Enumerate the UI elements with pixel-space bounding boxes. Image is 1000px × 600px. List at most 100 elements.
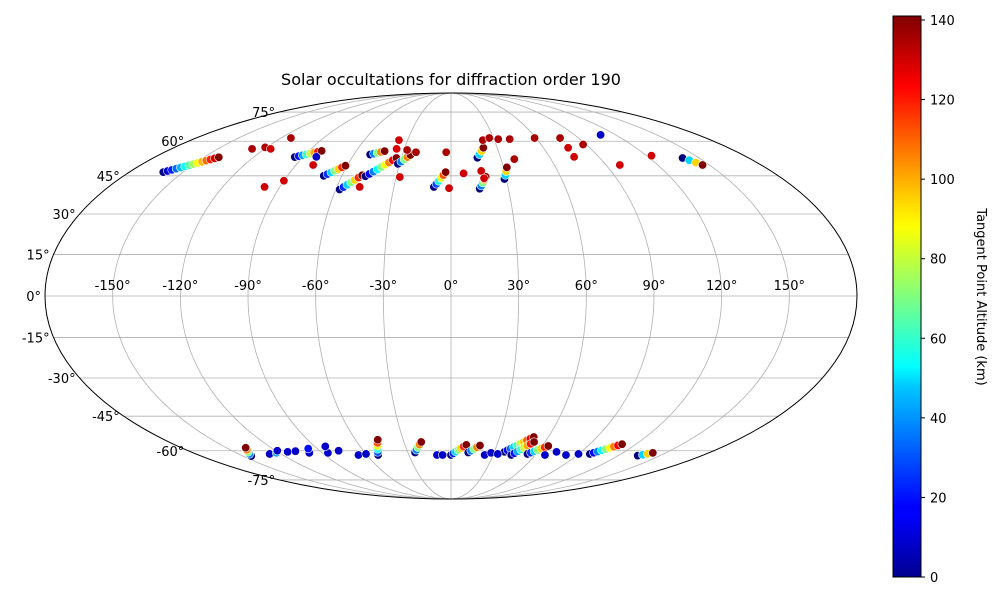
data-point bbox=[552, 447, 562, 457]
data-point bbox=[283, 447, 293, 457]
data-point bbox=[698, 160, 708, 170]
gridline-lon bbox=[112, 92, 452, 500]
data-point bbox=[563, 143, 573, 153]
data-point bbox=[505, 134, 515, 144]
gridline-lon bbox=[450, 92, 790, 500]
data-point bbox=[459, 168, 469, 178]
lon-tick-label: 90° bbox=[642, 279, 665, 294]
data-point bbox=[530, 133, 540, 143]
data-point bbox=[444, 183, 454, 193]
data-point bbox=[416, 437, 426, 447]
data-point bbox=[615, 160, 625, 170]
data-point bbox=[214, 152, 224, 162]
lat-tick-label: 75° bbox=[252, 106, 275, 121]
data-point bbox=[493, 134, 503, 144]
data-point bbox=[441, 167, 451, 177]
axis-labels: 75° 60° 45° 30° 15° 0° -15° -30° -45° -60° -75° -15… bbox=[22, 106, 805, 489]
graticule bbox=[45, 92, 857, 500]
data-point bbox=[394, 135, 404, 145]
colorbar-tick-label: 0 bbox=[930, 571, 938, 586]
gridline-lon bbox=[247, 92, 452, 500]
gridline-lon bbox=[450, 92, 723, 500]
data-point bbox=[320, 441, 330, 451]
data-point bbox=[286, 133, 296, 143]
data-point bbox=[392, 144, 402, 154]
data-point bbox=[303, 444, 313, 454]
lon-tick-label: -150° bbox=[95, 279, 131, 294]
chart-title: Solar occultations for diffraction order… bbox=[281, 70, 621, 89]
data-point bbox=[648, 448, 658, 458]
colorbar-ticks: 0 20 40 60 80 100 120 140 bbox=[921, 14, 955, 586]
lon-tick-label: 150° bbox=[774, 279, 805, 294]
data-point bbox=[540, 450, 550, 460]
data-point bbox=[569, 152, 579, 162]
lon-tick-label: 0° bbox=[444, 279, 459, 294]
data-point bbox=[475, 441, 485, 451]
lat-tick-label: -75° bbox=[247, 474, 275, 489]
map-outline bbox=[44, 92, 858, 500]
lon-tick-label: -30° bbox=[369, 279, 397, 294]
data-point bbox=[355, 182, 365, 192]
data-point bbox=[479, 173, 489, 183]
data-point bbox=[573, 449, 583, 459]
colorbar-label: Tangent Point Altitude (km) bbox=[973, 207, 988, 385]
lat-tick-label: -15° bbox=[22, 332, 50, 347]
colorbar: 0 20 40 60 80 100 120 140 Tangent Point Altitud… bbox=[892, 14, 988, 586]
lat-tick-label: 60° bbox=[161, 135, 184, 150]
lat-tick-label: -30° bbox=[48, 372, 76, 387]
data-point bbox=[509, 154, 519, 164]
colorbar-tick-label: 20 bbox=[930, 491, 947, 506]
data-point bbox=[373, 435, 383, 445]
data-point bbox=[441, 147, 451, 157]
lat-tick-label: 45° bbox=[97, 170, 120, 185]
colorbar-tick-label: 60 bbox=[930, 332, 947, 347]
data-point bbox=[411, 147, 421, 157]
lat-tick-label: 0° bbox=[26, 290, 41, 305]
lon-tick-label: 30° bbox=[507, 279, 530, 294]
data-point bbox=[308, 160, 318, 170]
data-point bbox=[478, 143, 488, 153]
data-point bbox=[402, 145, 412, 155]
data-point bbox=[578, 139, 588, 149]
colorbar-tick-label: 140 bbox=[930, 14, 955, 29]
data-point bbox=[529, 437, 539, 447]
colorbar-gradient bbox=[893, 16, 921, 577]
data-point bbox=[493, 449, 503, 459]
lat-tick-label: 30° bbox=[53, 208, 76, 223]
data-point bbox=[290, 446, 300, 456]
colorbar-tick-label: 120 bbox=[930, 94, 955, 109]
lat-tick-label: 15° bbox=[27, 248, 50, 263]
lat-tick-label: -60° bbox=[157, 445, 185, 460]
data-point bbox=[334, 446, 344, 456]
data-points bbox=[158, 130, 708, 461]
data-point bbox=[311, 152, 321, 162]
lat-tick-label: -45° bbox=[92, 410, 120, 425]
data-point bbox=[380, 146, 390, 156]
lon-tick-label: -90° bbox=[234, 279, 262, 294]
lon-tick-label: 120° bbox=[706, 279, 737, 294]
data-point bbox=[438, 450, 448, 460]
data-point bbox=[317, 146, 327, 156]
data-point bbox=[241, 443, 251, 453]
data-point bbox=[502, 162, 512, 172]
colorbar-tick-label: 80 bbox=[930, 253, 947, 268]
data-point bbox=[561, 450, 571, 460]
data-point bbox=[617, 439, 627, 449]
data-point bbox=[272, 446, 282, 456]
data-point bbox=[260, 182, 270, 192]
data-point bbox=[646, 151, 656, 161]
gridline-lon bbox=[382, 92, 452, 500]
data-point bbox=[543, 441, 553, 451]
lon-tick-label: -120° bbox=[162, 279, 198, 294]
data-point bbox=[266, 144, 276, 154]
data-point bbox=[361, 449, 371, 459]
lon-tick-label: 60° bbox=[575, 279, 598, 294]
data-point bbox=[484, 133, 494, 143]
colorbar-frame bbox=[892, 15, 922, 578]
data-point bbox=[353, 450, 363, 460]
data-point bbox=[247, 144, 257, 154]
data-point bbox=[279, 176, 289, 186]
colorbar-tick-label: 40 bbox=[930, 412, 947, 427]
data-point bbox=[395, 172, 405, 182]
